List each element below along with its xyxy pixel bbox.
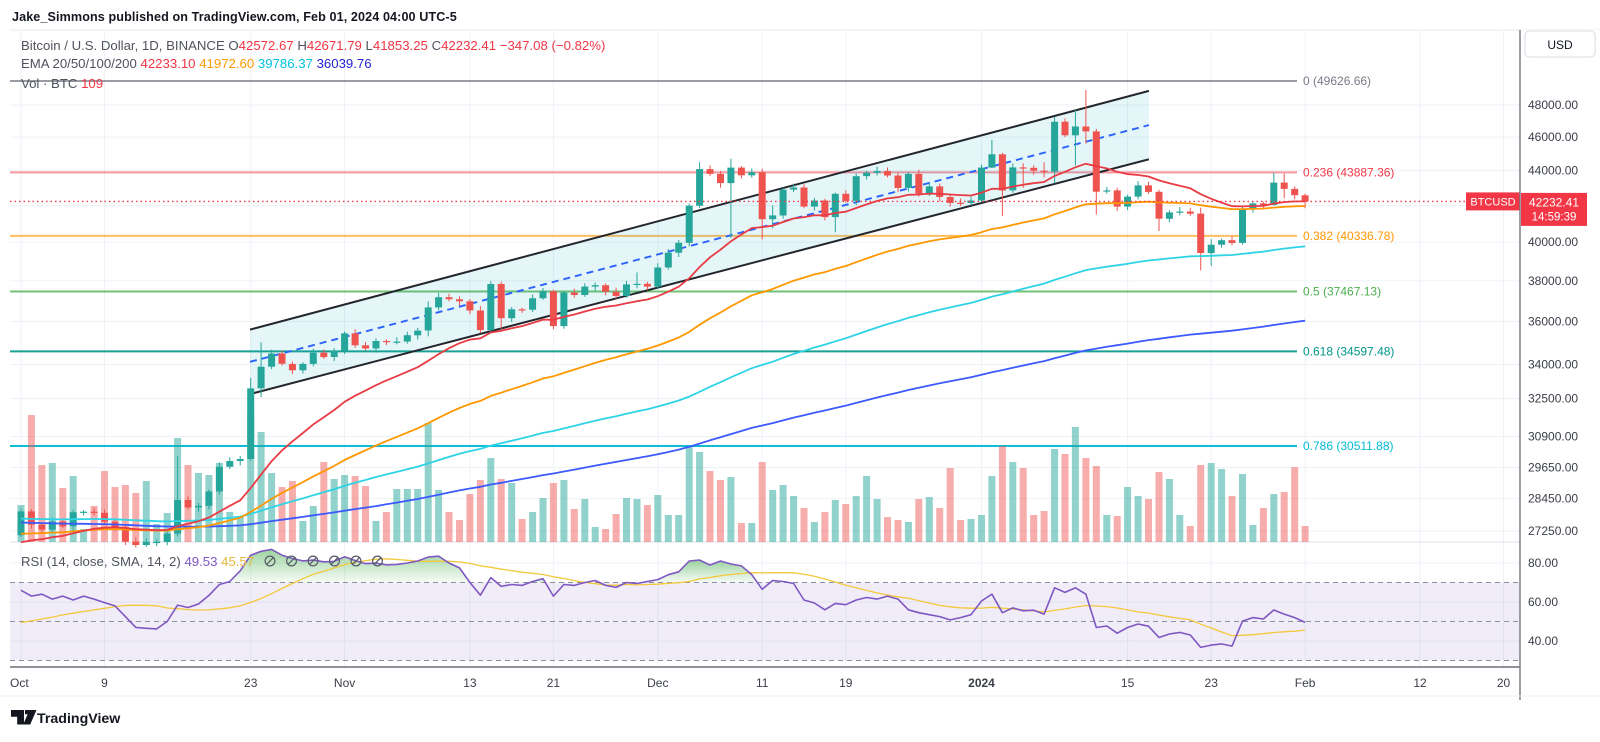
svg-text:USD: USD (1547, 38, 1573, 52)
svg-text:0.618 (34597.48): 0.618 (34597.48) (1303, 344, 1394, 358)
svg-text:Bitcoin / U.S. Dollar, 1D, BIN: Bitcoin / U.S. Dollar, 1D, BINANCE O4257… (21, 38, 605, 53)
svg-text:Feb: Feb (1295, 676, 1316, 690)
svg-text:48000.00: 48000.00 (1528, 98, 1578, 112)
svg-text:30900.00: 30900.00 (1528, 430, 1578, 444)
svg-text:Nov: Nov (334, 676, 355, 690)
svg-text:19: 19 (839, 676, 853, 690)
svg-text:40.00: 40.00 (1528, 634, 1558, 648)
svg-text:29650.00: 29650.00 (1528, 461, 1578, 475)
svg-text:28450.00: 28450.00 (1528, 492, 1578, 506)
svg-text:14:59:39: 14:59:39 (1532, 211, 1577, 223)
svg-text:23: 23 (1205, 676, 1219, 690)
svg-text:21: 21 (547, 676, 561, 690)
svg-text:Dec: Dec (647, 676, 668, 690)
svg-text:9: 9 (101, 676, 108, 690)
svg-text:32500.00: 32500.00 (1528, 392, 1578, 406)
svg-text:15: 15 (1121, 676, 1135, 690)
svg-text:42232.41: 42232.41 (1529, 195, 1579, 209)
svg-text:2024: 2024 (968, 676, 995, 690)
svg-text:0.236 (43887.36): 0.236 (43887.36) (1303, 165, 1394, 179)
svg-text:13: 13 (463, 676, 477, 690)
svg-text:0.786 (30511.88): 0.786 (30511.88) (1303, 439, 1394, 453)
svg-text:34000.00: 34000.00 (1528, 358, 1578, 372)
svg-text:0 (49626.66): 0 (49626.66) (1303, 74, 1371, 88)
svg-text:46000.00: 46000.00 (1528, 130, 1578, 144)
svg-text:40000.00: 40000.00 (1528, 235, 1578, 249)
svg-text:11: 11 (756, 676, 769, 690)
svg-text:44000.00: 44000.00 (1528, 164, 1578, 178)
svg-text:27250.00: 27250.00 (1528, 524, 1578, 538)
svg-text:EMA 20/50/100/200 42233.10 419: EMA 20/50/100/200 42233.10 41972.60 3978… (21, 56, 372, 71)
svg-text:36000.00: 36000.00 (1528, 315, 1578, 329)
svg-text:RSI (14, close, SMA, 14, 2) 4: RSI (14, close, SMA, 14, 2) 49.53 45.57 (21, 554, 254, 569)
svg-text:38000.00: 38000.00 (1528, 274, 1578, 288)
svg-text:12: 12 (1413, 676, 1427, 690)
svg-text:Jake_Simmons published on Trad: Jake_Simmons published on TradingView.co… (12, 10, 457, 24)
svg-text:BTCUSD: BTCUSD (1470, 196, 1515, 208)
svg-text:Vol · BTC 109: Vol · BTC 109 (21, 76, 103, 91)
svg-text:23: 23 (244, 676, 258, 690)
svg-text:60.00: 60.00 (1528, 595, 1558, 609)
svg-text:0.382 (40336.78): 0.382 (40336.78) (1303, 229, 1394, 243)
svg-text:80.00: 80.00 (1528, 556, 1558, 570)
svg-text:20: 20 (1497, 676, 1511, 690)
svg-text:TradingView: TradingView (37, 711, 121, 727)
svg-text:Oct: Oct (10, 676, 29, 690)
svg-text:0.5 (37467.13): 0.5 (37467.13) (1303, 285, 1381, 299)
